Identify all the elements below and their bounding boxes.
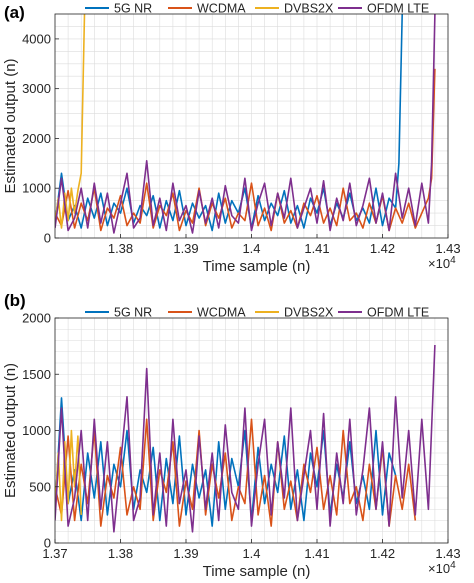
x-tick-label: 1.42: [370, 241, 395, 256]
legend-label: DVBS2X: [284, 2, 334, 16]
y-axis-label: Estimated output (n): [2, 58, 19, 193]
x-tick-label: 1.41: [304, 241, 329, 256]
legend-label: 5G NR: [114, 2, 152, 16]
x-tick-label: 1.39: [173, 241, 198, 256]
x-axis-label: Time sample (n): [203, 563, 311, 580]
y-tick-label: 3000: [22, 81, 51, 96]
x-exponent-label: ×104: [428, 560, 456, 576]
y-tick-label: 2000: [22, 311, 51, 326]
legend-label: WCDMA: [197, 2, 246, 16]
chart-panel-2: 1.37 1.38 1.39 1.4 1.41 1.42 1.43 0 500 1000 1500 2…: [2, 291, 461, 580]
x-axis-label: Time sample (n): [203, 258, 311, 275]
legend-label: OFDM LTE: [367, 306, 429, 320]
legend-label: WCDMA: [197, 306, 246, 320]
series-line-dvbs2x: [55, 14, 86, 229]
y-tick-label: 1000: [22, 423, 51, 438]
x-tick-label: 1.37: [42, 546, 67, 561]
series-line-wcdma: [55, 68, 436, 232]
y-axis-label: Estimated output (n): [2, 363, 19, 498]
chart-panel-1: 1.38 1.39 1.4 1.41 1.42 1.43 0 1000 2000 3000 4000…: [2, 2, 461, 276]
panel-label: (a): [4, 3, 25, 22]
y-tick-label: 0: [44, 536, 51, 551]
panel-label: (b): [4, 291, 26, 310]
legend-label: 5G NR: [114, 306, 152, 320]
y-tick-label: 0: [44, 231, 51, 246]
x-tick-label: 1.39: [173, 546, 198, 561]
x-tick-label: 1.42: [370, 546, 395, 561]
y-tick-label: 2000: [22, 131, 51, 146]
y-tick-label: 500: [29, 479, 51, 494]
x-tick-label: 1.4: [242, 241, 260, 256]
y-tick-label: 1500: [22, 367, 51, 382]
x-tick-label: 1.43: [435, 546, 460, 561]
legend-label: OFDM LTE: [367, 2, 429, 16]
x-exponent-label: ×104: [428, 255, 456, 271]
x-tick-label: 1.38: [108, 241, 133, 256]
x-tick-label: 1.38: [108, 546, 133, 561]
x-tick-label: 1.41: [304, 546, 329, 561]
series-line-5g-nr: [55, 14, 403, 232]
y-tick-label: 1000: [22, 181, 51, 196]
y-tick-label: 4000: [22, 31, 51, 46]
series-line-dvbs2x: [55, 429, 82, 522]
series-line-ofdm-lte: [55, 344, 436, 533]
series-line-ofdm-lte: [55, 14, 436, 234]
legend-label: DVBS2X: [284, 306, 334, 320]
x-tick-label: 1.4: [242, 546, 260, 561]
legend: 5G NR WCDMA DVBS2X OFDM LTE: [85, 2, 429, 16]
legend: 5G NR WCDMA DVBS2X OFDM LTE: [85, 306, 429, 320]
x-tick-label: 1.43: [435, 241, 460, 256]
